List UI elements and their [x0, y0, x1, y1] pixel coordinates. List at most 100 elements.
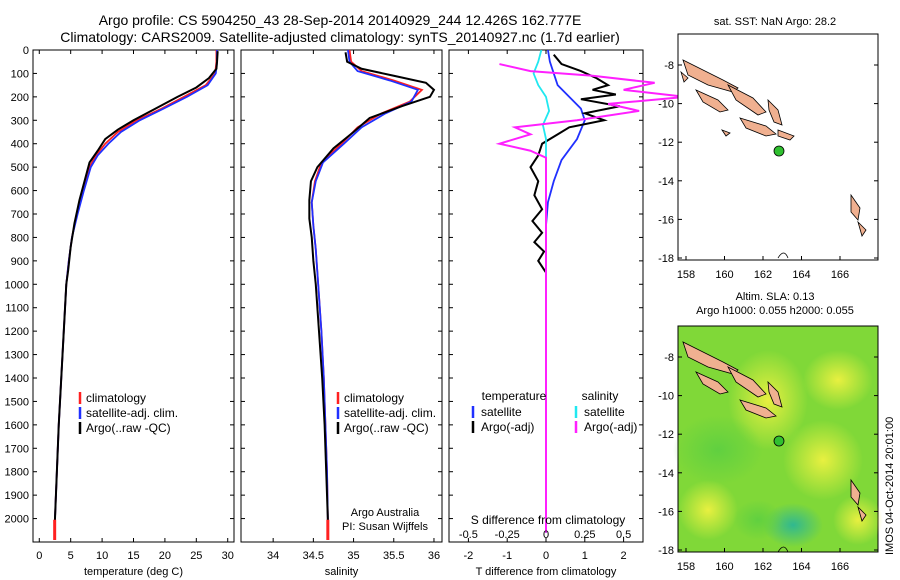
- x-tick-label: 0: [36, 550, 42, 562]
- y-tick-label: 300: [11, 115, 29, 127]
- legend-label: climatology: [344, 391, 404, 405]
- map-x-tick-label: 166: [831, 561, 849, 573]
- map-x-tick-label: 158: [677, 269, 695, 280]
- legend-title-s: salinity: [582, 389, 619, 403]
- x-tick-label: 34: [267, 550, 279, 562]
- float-position-marker: [773, 145, 785, 157]
- legend-label: satellite-adj. clim.: [86, 406, 178, 420]
- x-axis-label: salinity: [325, 566, 359, 578]
- x-axis-label: temperature (deg C): [84, 566, 183, 578]
- sla-map: 158 160 162 164 166 -8 -10 -12 -14 -16 -18: [658, 325, 883, 573]
- y-tick-label: 1000: [5, 279, 29, 291]
- y-tick-label: 200: [11, 92, 29, 104]
- series-line-satellite-adj-clim-: [310, 49, 420, 533]
- map-y-tick-label: -12: [658, 137, 674, 149]
- x-tick-label: 25: [190, 550, 202, 562]
- salinity-chart: 34 34.5 35 35.5 36 salinity climatologysatelli…: [240, 49, 443, 578]
- sla-map-title-2: Argo h1000: 0.055 h2000: 0.055: [696, 305, 854, 317]
- island-espiritu-santo: [850, 193, 861, 221]
- island-new-georgia: [695, 89, 729, 113]
- map-y-tick-label: -10: [658, 391, 674, 403]
- map-x-tick-label: 162: [754, 561, 772, 573]
- legend-label: satellite: [481, 405, 522, 419]
- island-malaita: [767, 98, 783, 126]
- map-y-tick-label: -16: [658, 214, 674, 226]
- sst-coast-fragment: [777, 252, 789, 259]
- plot-frame: [240, 49, 443, 543]
- map-x-tick-label: 164: [792, 561, 810, 573]
- map-x-tick-label: 160: [715, 561, 733, 573]
- map-y-tick-label: -12: [658, 429, 674, 441]
- difference-chart: -2 -1 0 1 2T difference from climatologytemp…: [448, 49, 686, 578]
- x-tick-label: 10: [96, 550, 108, 562]
- x-axis-label: T difference from climatology: [476, 566, 617, 578]
- x-tick-label: 2: [621, 550, 627, 562]
- y-tick-label: 100: [11, 68, 29, 80]
- legend-label: satellite: [584, 405, 625, 419]
- sst-map-ticks: 158 160 162 164 166 -8 -10 -12 -14 -16 -18: [658, 60, 878, 280]
- map-y-tick-label: -8: [664, 352, 674, 364]
- y-tick-label: 1600: [5, 420, 29, 432]
- y-tick-label: 900: [11, 256, 29, 268]
- sla-map-ticks: 158 160 162 164 166 -8 -10 -12 -14 -16 -18: [658, 352, 878, 573]
- x-tick-label: 30: [222, 550, 234, 562]
- legend-label: Argo(-adj): [584, 420, 637, 434]
- x-tick-label-s: 0.5: [616, 529, 631, 541]
- x-axis-label-top: S difference from climatology: [471, 513, 626, 527]
- legend-label: satellite-adj. clim.: [344, 406, 436, 420]
- map-y-tick-label: -18: [658, 545, 674, 557]
- series-line-s-argo-adj-: [495, 63, 686, 533]
- legend-label: Argo(-adj): [481, 420, 534, 434]
- x-tick-label-s: -0.5: [459, 529, 478, 541]
- series-line-s-satellite: [532, 49, 551, 533]
- x-tick-label: 35.5: [383, 550, 404, 562]
- map-x-tick-label: 162: [754, 269, 772, 280]
- x-tick-label: 20: [159, 550, 171, 562]
- x-tick-label: 36: [428, 550, 440, 562]
- y-tick-label: 400: [11, 139, 29, 151]
- y-tick-label: 500: [11, 162, 29, 174]
- map-y-tick-label: -8: [664, 60, 674, 72]
- y-tick-label: 1900: [5, 490, 29, 502]
- map-y-tick-label: -16: [658, 506, 674, 518]
- float-position-marker-sla: [773, 435, 785, 447]
- map-x-tick-label: 164: [792, 269, 810, 280]
- y-tick-label: 600: [11, 186, 29, 198]
- title-line-2: Climatology: CARS2009. Satellite-adjuste…: [60, 29, 620, 45]
- map-y-tick-label: -10: [658, 99, 674, 111]
- title-line-1: Argo profile: CS 5904250_43 28-Sep-2014 …: [98, 12, 582, 28]
- x-tick-label: 0: [543, 550, 549, 562]
- x-tick-label: 1: [582, 550, 588, 562]
- imos-timestamp: IMOS 04-Oct-2014 20:01:00: [884, 416, 896, 555]
- sst-land: [680, 59, 867, 237]
- y-tick-label: 1400: [5, 373, 29, 385]
- sst-map: 158 160 162 164 166 -8 -10 -12 -14 -16 -18: [658, 33, 879, 280]
- x-tick-label: 34.5: [303, 550, 324, 562]
- x-tick-label: 35: [347, 550, 359, 562]
- map-y-tick-label: -18: [658, 253, 674, 265]
- credit-label: PI: Susan Wijffels: [342, 521, 428, 533]
- island-guadalcanal: [739, 117, 777, 137]
- island-malekula: [857, 220, 867, 237]
- legend-label: Argo(..raw -QC): [344, 421, 429, 435]
- map-x-tick-label: 166: [831, 269, 849, 280]
- island-rennell: [720, 129, 731, 137]
- map-x-tick-label: 160: [715, 269, 733, 280]
- x-tick-label-s: -0.25: [495, 529, 520, 541]
- x-tick-label: -1: [502, 550, 512, 562]
- map-y-tick-label: -14: [658, 468, 674, 480]
- sst-map-title: sat. SST: NaN Argo: 28.2: [713, 16, 837, 28]
- y-tick-label: 700: [11, 209, 29, 221]
- sla-map-title-1: Altim. SLA: 0.13: [735, 291, 815, 303]
- y-tick-label: 1800: [5, 467, 29, 479]
- y-tick-label: 800: [11, 232, 29, 244]
- legend-title-t: temperature: [482, 389, 547, 403]
- sla-field: [673, 350, 883, 547]
- x-tick-label: -2: [464, 550, 474, 562]
- map-y-tick-label: -14: [658, 176, 674, 188]
- island-makira: [777, 129, 795, 141]
- y-tick-label: 1100: [5, 303, 29, 315]
- credit-label: Argo Australia: [351, 507, 420, 519]
- series-line-t-argo-adj-: [529, 54, 620, 533]
- sla-land: [682, 341, 867, 522]
